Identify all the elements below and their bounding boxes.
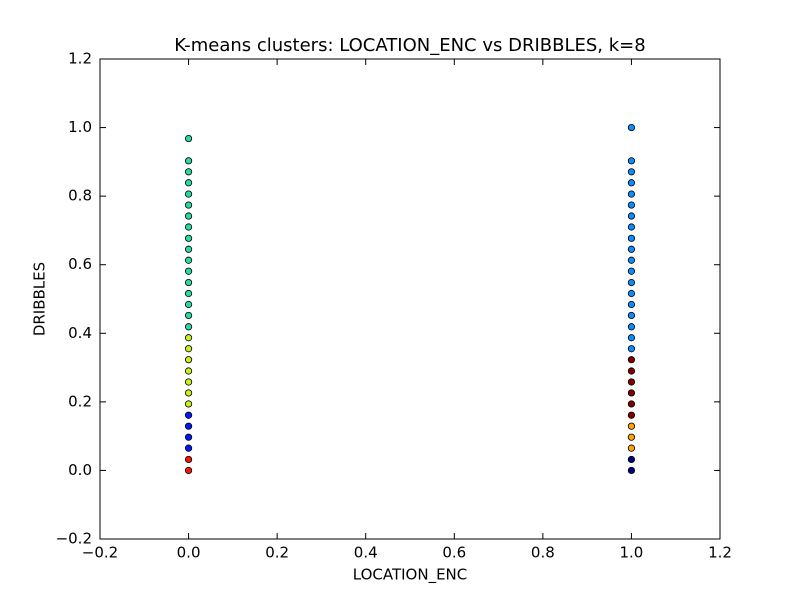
scatter-point [184,411,193,419]
scatter-point [627,223,636,231]
scatter-point [627,168,636,176]
y-tick-label: 0.0 [68,461,92,479]
scatter-point [627,311,636,320]
x-tick-label: 1.0 [619,544,643,562]
scatter-point [184,267,193,275]
scatter-point [627,245,636,253]
x-tick-label: 1.2 [708,544,732,562]
x-tick-label: 0.8 [531,544,555,562]
scatter-point [627,123,636,132]
chart-title: K-means clusters: LOCATION_ENC vs DRIBBL… [174,35,645,56]
y-tick-label: 0.8 [68,187,92,205]
scatter-point [184,134,193,143]
scatter-point [184,323,193,331]
y-tick-label: 0.4 [68,324,92,342]
x-tick-label: 0.6 [442,544,466,562]
scatter-point [184,455,193,464]
scatter-point [627,400,636,408]
scatter-point [184,256,193,264]
x-tick-label: 0.4 [354,544,378,562]
scatter-point [627,433,636,441]
scatter-point [627,267,636,275]
scatter-point [627,389,636,397]
scatter-point [184,168,193,176]
scatter-point [627,455,636,464]
scatter-point [627,466,636,475]
scatter-point [184,311,193,320]
scatter-point [184,201,193,209]
x-axis-label: LOCATION_ENC [353,566,468,585]
scatter-point [627,367,636,375]
scatter-point [627,411,636,419]
y-tick-label: 0.6 [68,255,92,273]
scatter-point [627,289,636,298]
scatter-point [184,466,193,475]
scatter-point [184,334,193,342]
scatter-point [184,190,193,198]
y-tick-label: 0.2 [68,392,92,410]
scatter-point [627,334,636,342]
scatter-point [627,422,636,430]
scatter-point [184,223,193,231]
scatter-point [184,444,193,452]
scatter-point [184,157,193,165]
x-tick-label: 0.2 [265,544,289,562]
scatter-point [184,300,193,309]
scatter-point [184,400,193,408]
y-axis-label: DRIBBLES [31,262,49,336]
scatter-point [184,289,193,298]
scatter-point [184,245,193,253]
scatter-point [627,444,636,452]
scatter-point [184,345,193,353]
scatter-point [184,367,193,375]
scatter-point [627,256,636,264]
scatter-point [627,201,636,209]
y-tick-label: 1.0 [68,118,92,136]
scatter-point [627,234,636,242]
plot-frame [99,58,721,540]
x-tick-label: 0.0 [177,544,201,562]
scatter-point [184,422,193,430]
scatter-point [184,389,193,397]
scatter-point [627,157,636,165]
scatter-point [627,212,636,220]
scatter-point [184,179,193,187]
scatter-point [184,378,193,386]
y-tick-label: −0.2 [56,530,92,548]
scatter-point [184,433,193,441]
scatter-point [184,212,193,220]
scatter-point [627,300,636,309]
scatter-point [627,323,636,331]
scatter-point [627,345,636,353]
scatter-point [627,278,636,287]
scatter-point [627,190,636,198]
scatter-point [627,179,636,187]
scatter-point [627,378,636,386]
scatter-point [627,356,636,364]
x-tick-label: −0.2 [82,544,118,562]
scatter-point [184,356,193,364]
scatter-point [184,234,193,242]
scatter-point [184,278,193,287]
y-tick-label: 1.2 [68,50,92,68]
